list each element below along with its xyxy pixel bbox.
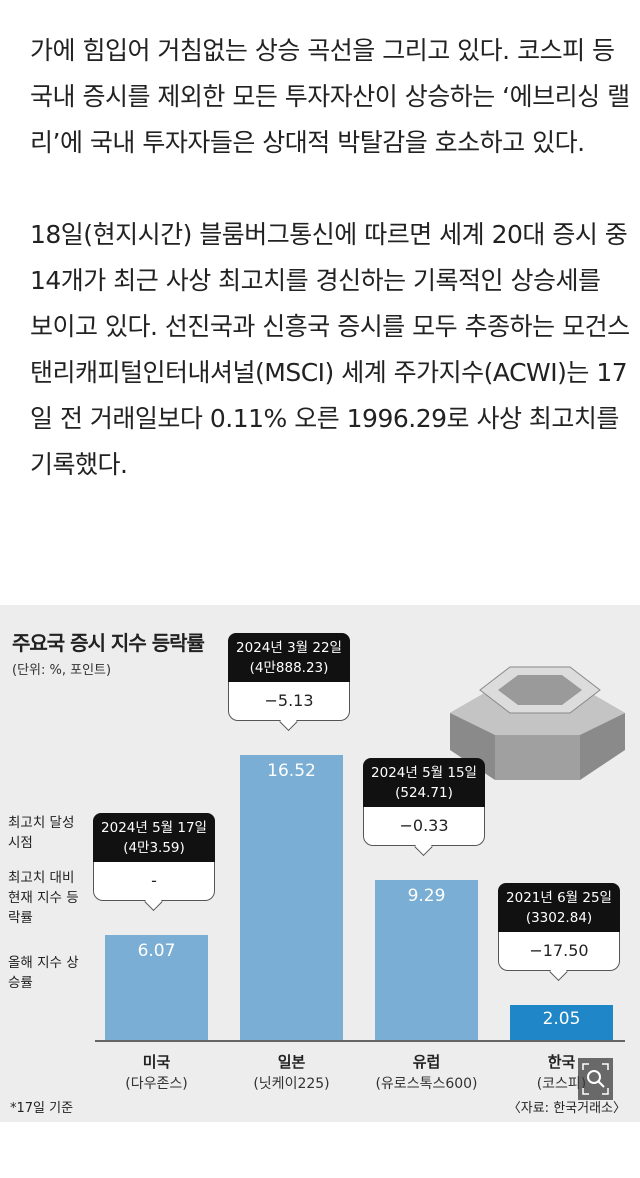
record-level-text: (3302.84)	[525, 909, 593, 926]
bar-value-label: 9.29	[407, 885, 446, 906]
vs-record-value: −0.33	[363, 806, 485, 846]
country-name: 유럽	[412, 1053, 441, 1071]
record-date: 2024년 5월 17일 (4만3.59)	[93, 813, 215, 863]
record-callout: 2024년 3월 22일 (4만888.23) −5.13	[228, 633, 350, 722]
magnifier-icon	[582, 1063, 609, 1095]
country-name: 일본	[277, 1053, 306, 1071]
record-level-text: (4만3.59)	[123, 840, 185, 857]
bar-value-label: 6.07	[137, 941, 176, 962]
record-date-text: 2024년 5월 15일	[371, 764, 477, 781]
zoom-image-button[interactable]	[578, 1058, 613, 1100]
record-date: 2021년 6월 25일 (3302.84)	[498, 882, 620, 932]
chart-title: 주요국 증시 지수 등락률	[12, 631, 205, 655]
record-date: 2024년 3월 22일 (4만888.23)	[228, 633, 350, 683]
record-level-text: (524.71)	[395, 784, 453, 801]
index-name: (유로스톡스600)	[375, 1076, 478, 1092]
bar	[510, 1004, 613, 1040]
index-name: (코스피)	[536, 1076, 587, 1092]
bar	[240, 755, 343, 1040]
bar-value-label: 16.52	[267, 761, 316, 782]
category-label: 한국 (코스피)	[492, 1051, 632, 1095]
category-label: 미국 (다우존스)	[87, 1051, 227, 1095]
country-name: 한국	[547, 1053, 576, 1071]
index-name: (다우존스)	[125, 1076, 188, 1092]
record-date-text: 2024년 5월 17일	[101, 820, 207, 837]
record-callout: 2024년 5월 17일 (4만3.59) -	[93, 813, 215, 902]
vs-record-value: -	[93, 862, 215, 902]
article-body: 가에 힘입어 거침없는 상승 곡선을 그리고 있다. 코스피 등 국내 증시를 …	[30, 28, 630, 488]
footnote: *17일 기준	[10, 1101, 74, 1116]
legend-vs-record: 최고치 대비 현재 지수 등락률	[8, 870, 79, 926]
category-label: 일본 (닛케이225)	[222, 1051, 362, 1095]
record-callout: 2024년 5월 15일 (524.71) −0.33	[363, 757, 485, 846]
bar	[105, 935, 208, 1040]
legend-record-date: 최고치 달성 시점	[8, 815, 75, 851]
record-callout: 2021년 6월 25일 (3302.84) −17.50	[498, 882, 620, 971]
record-date-text: 2021년 6월 25일	[506, 889, 612, 906]
article-paragraph: 가에 힘입어 거침없는 상승 곡선을 그리고 있다. 코스피 등 국내 증시를 …	[30, 36, 630, 157]
record-date-text: 2024년 3월 22일	[236, 640, 342, 657]
record-date: 2024년 5월 15일 (524.71)	[363, 757, 485, 807]
chart-unit: (단위: %, 포인트)	[12, 663, 112, 678]
category-label: 유럽 (유로스톡스600)	[357, 1051, 497, 1095]
legend-ytd: 올해 지수 상승률	[8, 955, 79, 991]
bar	[375, 879, 478, 1040]
country-name: 미국	[142, 1053, 171, 1071]
index-name: (닛케이225)	[253, 1076, 330, 1092]
record-level-text: (4만888.23)	[249, 660, 329, 677]
chart-image: 주요국 증시 지수 등락률 (단위: %, 포인트) 최고치 달성 시점 최고치…	[0, 605, 640, 1122]
hexagon-illustration	[450, 666, 625, 780]
vs-record-value: −17.50	[498, 931, 620, 971]
article-paragraph: 18일(현지시간) 블룸버그통신에 따르면 세계 20대 증시 중 14개가 최…	[30, 220, 630, 479]
source: 〈자료: 한국거래소〉	[507, 1101, 626, 1116]
bar-value-label: 2.05	[542, 1008, 581, 1029]
vs-record-value: −5.13	[228, 682, 350, 722]
x-axis	[95, 1040, 625, 1042]
